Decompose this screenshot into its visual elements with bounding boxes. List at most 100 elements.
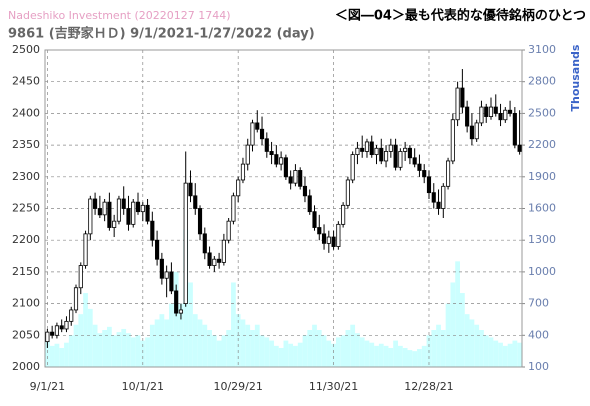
y2-tick-label: 2800 [528,75,556,88]
y-tick-label: 2150 [12,265,40,278]
x-tick-label: 9/1/21 [30,380,65,393]
candle-body [393,144,398,168]
subtitle: 9861 (吉野家ＨＤ) 9/1/2021-1/27/2022 (day) [8,26,315,42]
volume-bar [297,342,303,367]
volume-bar [321,335,327,367]
volume-bar [111,335,117,367]
candle-body [517,144,522,152]
volume-bar [316,330,322,367]
candle-body [403,147,408,152]
volume-bar [412,351,418,367]
volume-bar [335,337,341,367]
volume-bar [207,330,212,367]
y-tick-label: 2050 [12,328,40,341]
y2-axis-label: Thousands [569,44,582,111]
candle-body [64,320,69,330]
y-tick-label: 2100 [12,297,40,310]
plot-frame [44,49,523,368]
candle-body [236,179,241,197]
volume-bar [507,343,513,367]
volume-bar [145,337,150,367]
volume-bar [135,335,141,367]
candle-body [307,195,312,213]
candle-body [283,157,288,178]
volume-bar [102,330,108,367]
candle-body [188,182,193,197]
volume-bar [350,324,356,367]
volume-bar [216,340,222,367]
candle-body [503,109,508,121]
candle-body [302,185,308,197]
volume-bar [173,271,179,367]
volume-bar [340,335,346,367]
candle-body [412,157,417,165]
candle-body [69,309,74,322]
volume-bar [364,340,370,367]
candle-body [479,106,484,124]
candle-body [112,220,117,228]
candle-body [231,195,236,222]
candle-body [288,176,293,184]
y-tick-label: 2000 [12,360,40,373]
candle-body [298,170,303,187]
candle-body [178,309,184,314]
volume-bar [288,343,294,367]
volume-bar [164,319,170,367]
candle-body [369,141,374,156]
volume-bar [149,324,155,367]
candle-body [83,233,88,266]
candle-body [107,201,112,228]
volume-bar [331,343,336,367]
candle-body [255,122,260,130]
volume-bar [240,319,246,367]
volume-bar [83,293,88,367]
volume-bar [45,340,50,367]
candle-body [212,258,217,266]
candle-body [355,147,360,156]
candle-body [407,147,412,159]
y2-tick-label: 1300 [528,233,556,246]
volume-bar [307,330,313,367]
candle-body [259,128,265,140]
candle-body [498,113,503,121]
candle-body [145,204,150,222]
volume-bar [87,308,93,367]
volume-bar [469,319,475,367]
candle-body [59,325,64,330]
volume-bar [211,335,217,367]
candle-body [135,201,141,213]
candle-body [383,151,389,162]
volume-bar [130,337,136,367]
candle-body [460,87,465,108]
candle-body [174,290,179,314]
candle-body [484,106,489,117]
candle-body [312,211,317,228]
candle-body [431,192,436,203]
volume-bar [159,314,165,367]
candle-body [140,204,145,213]
volume-bar [417,349,422,367]
y2-tick-label: 400 [528,328,549,341]
volume-bar [254,324,260,367]
candle-body [207,252,212,266]
volume-bar [345,330,351,367]
y-tick-label: 2450 [12,75,40,88]
candle-body [455,87,460,121]
y2-tick-label: 2500 [528,106,556,119]
x-tick-label: 12/28/21 [404,380,453,393]
y-tick-label: 2500 [12,43,40,56]
volume-bar [269,340,274,367]
y-tick-label: 2300 [12,170,40,183]
candle-body [436,201,441,209]
candle-body [341,204,346,225]
volume-bar [92,324,98,367]
volume-bar [283,340,289,367]
volume-bar [59,347,65,367]
volume-bar [178,303,184,367]
candle-body [131,201,136,225]
volume-bar [49,345,55,367]
candle-body [150,220,155,241]
x-tick-label: 10/29/21 [213,380,262,393]
candle-body [97,208,102,216]
volume-bar [259,335,265,367]
